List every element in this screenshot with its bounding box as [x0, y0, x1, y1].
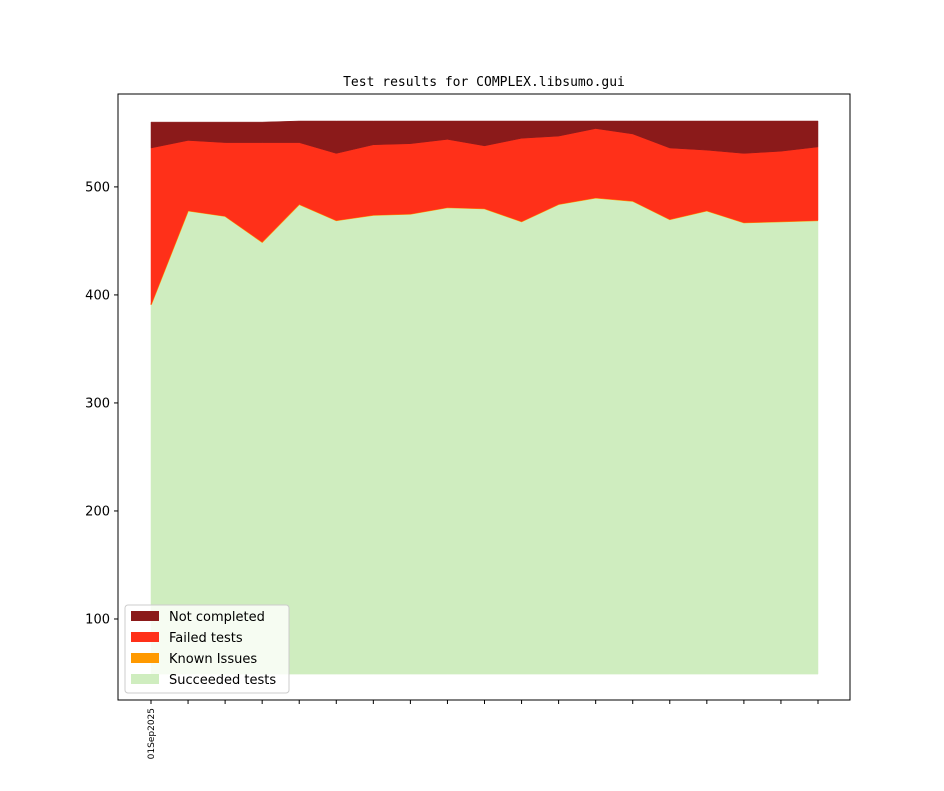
- legend-label: Known Issues: [169, 652, 257, 667]
- legend: Not completed Failed tests Known Issues Suc…: [124, 604, 290, 694]
- legend-swatch: [131, 632, 159, 642]
- legend-swatch: [131, 653, 159, 663]
- y-tick-label: 300: [85, 396, 110, 411]
- legend-label: Succeeded tests: [169, 673, 276, 688]
- legend-label: Failed tests: [169, 631, 243, 646]
- legend-box: [124, 604, 290, 694]
- y-tick-label: 200: [85, 504, 110, 519]
- y-tick-label: 400: [85, 288, 110, 303]
- x-tick-label: 01Sep2025: [147, 708, 157, 759]
- chart-title: Test results for COMPLEX.libsumo.gui: [343, 75, 625, 90]
- y-tick-label: 500: [85, 180, 110, 195]
- y-tick-label: 100: [85, 612, 110, 627]
- area: [150, 120, 819, 154]
- legend-label: Not completed: [169, 610, 265, 625]
- legend-swatch: [131, 611, 159, 621]
- area: [150, 197, 819, 675]
- legend-swatch: [131, 674, 159, 684]
